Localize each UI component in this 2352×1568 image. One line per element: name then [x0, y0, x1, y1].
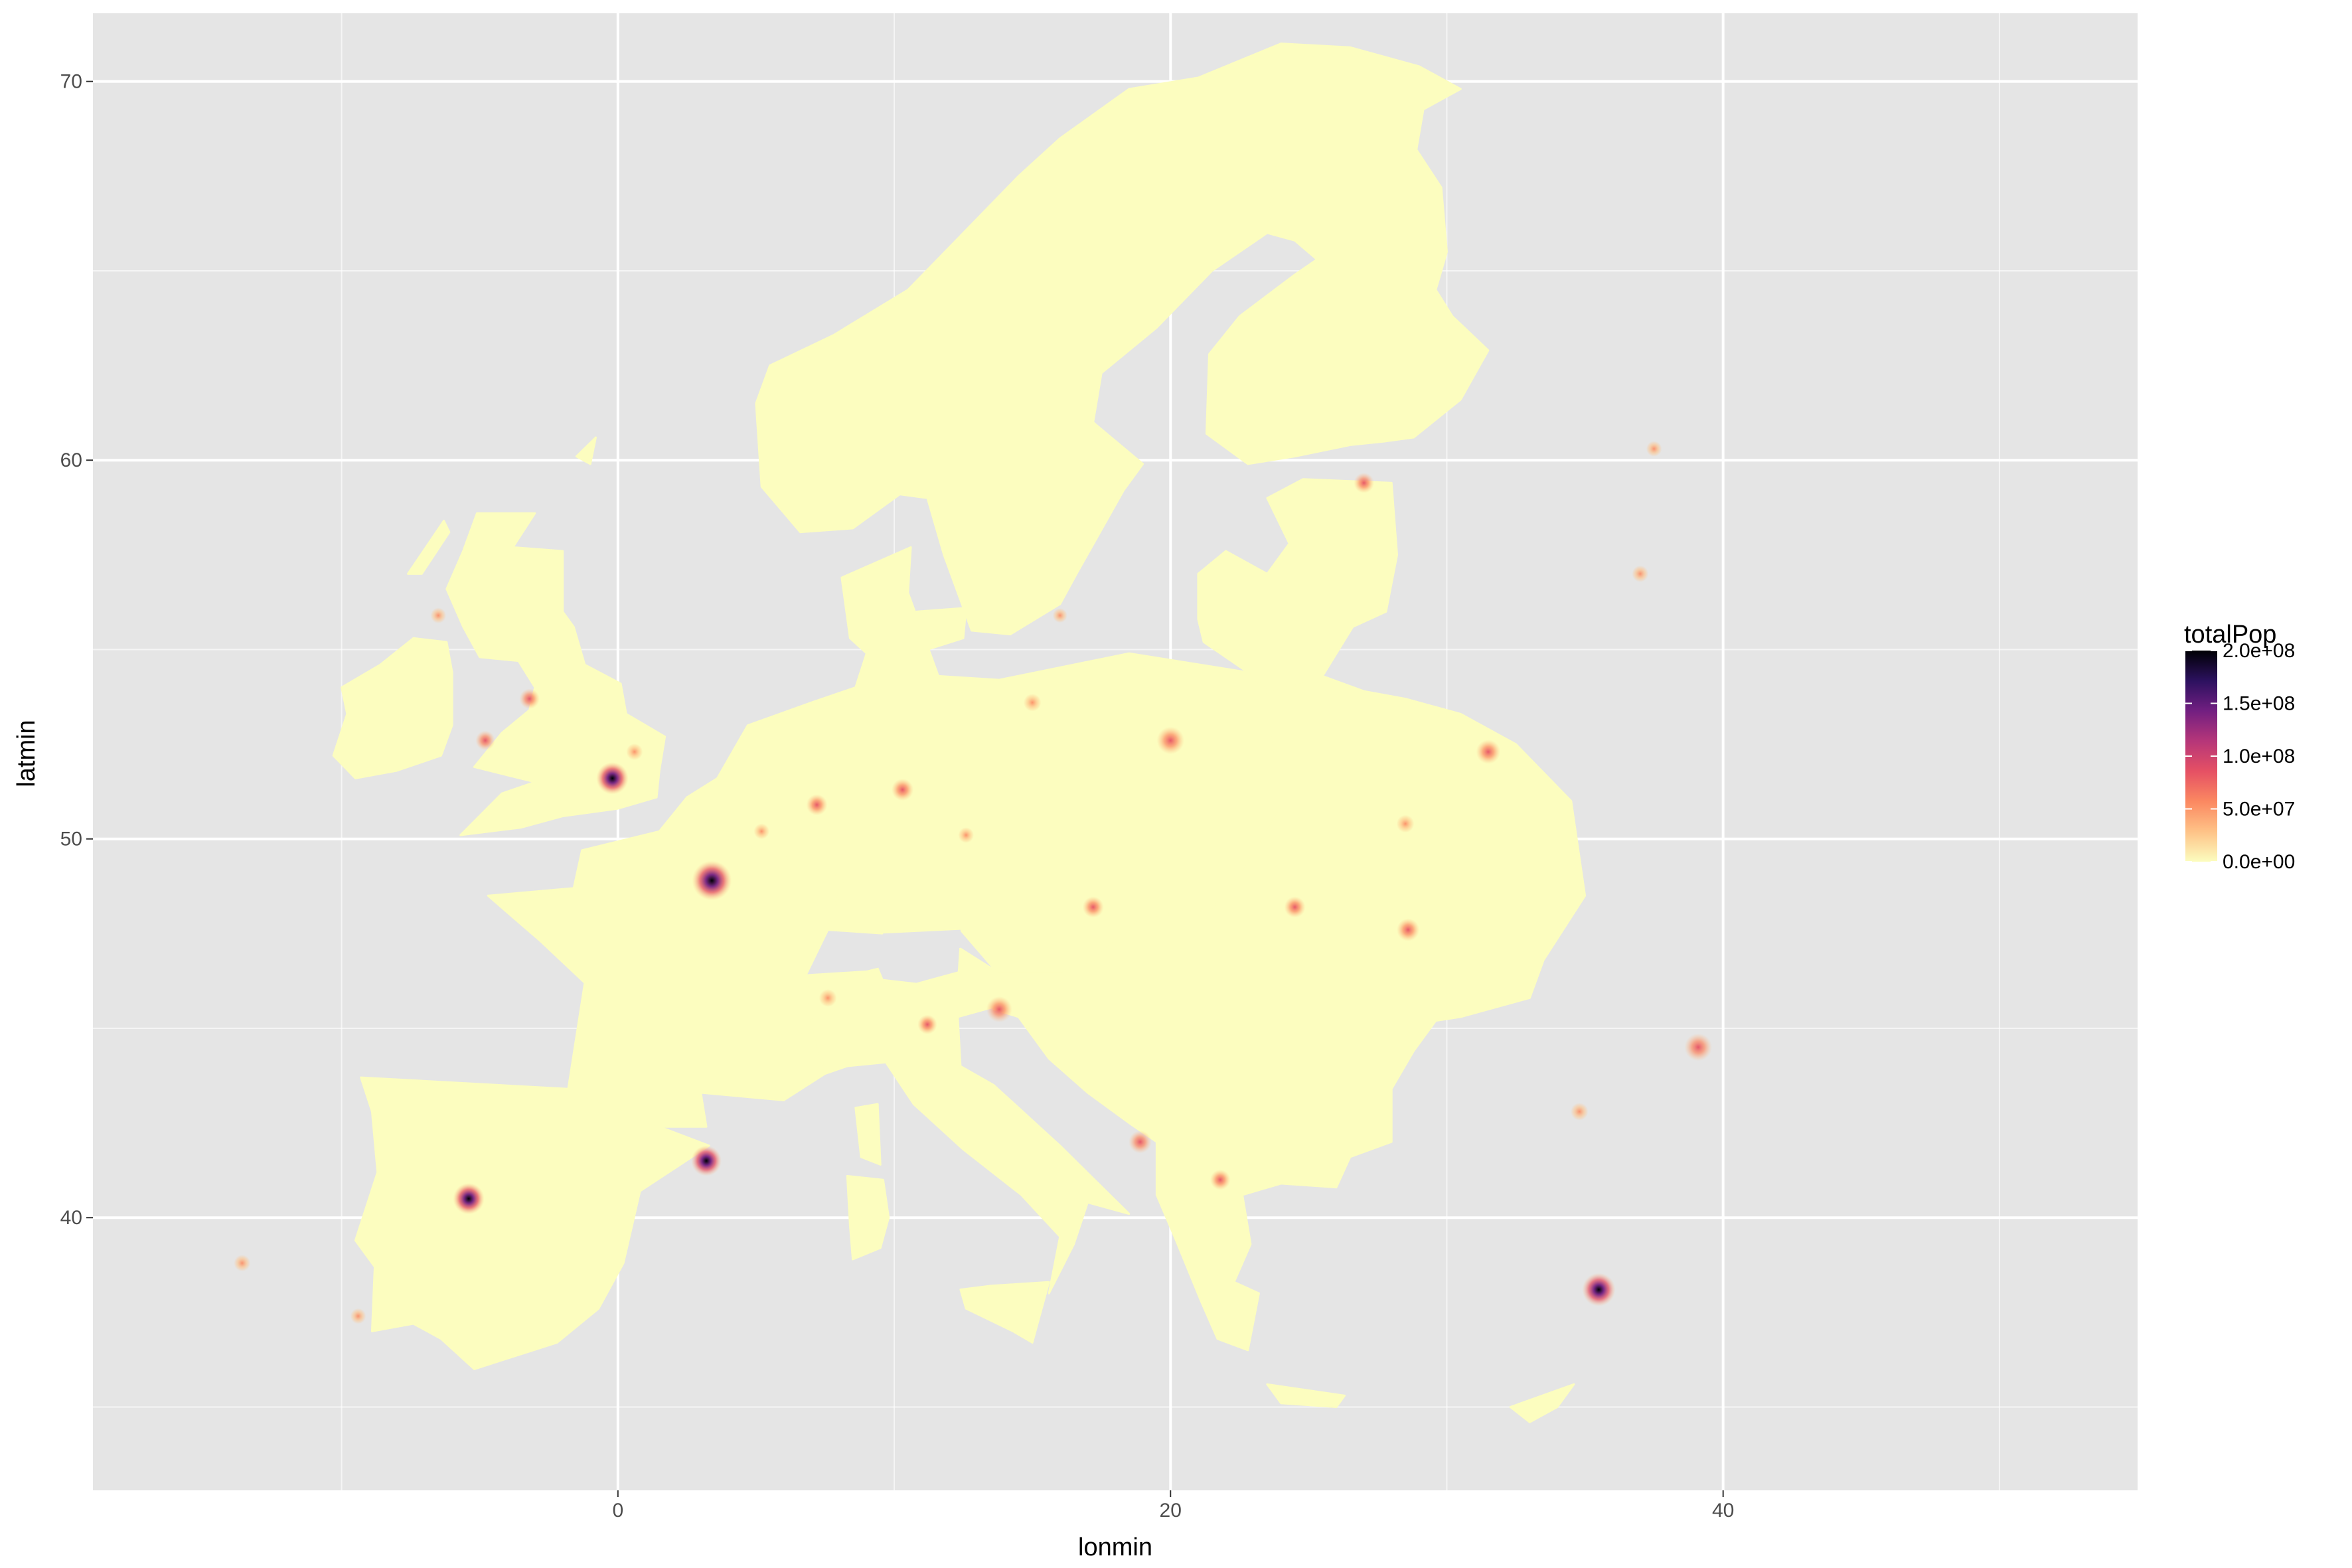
- water-body: [872, 929, 961, 983]
- x-tick-label: 40: [1712, 1500, 1734, 1522]
- population-hotspot: [1082, 896, 1104, 918]
- y-tick-label: 40: [60, 1207, 82, 1229]
- legend-tick-label: 0.0e+00: [2223, 851, 2295, 873]
- land-region: [854, 1103, 882, 1166]
- hotspot-layer: [234, 441, 1713, 1324]
- land-region: [1509, 1383, 1575, 1423]
- legend-tick-label: 1.0e+08: [2223, 745, 2295, 767]
- population-hotspot: [891, 778, 914, 801]
- population-hotspot: [819, 989, 837, 1007]
- land-region: [445, 512, 666, 836]
- population-hotspot: [350, 1308, 366, 1324]
- y-tick-label: 50: [60, 828, 82, 850]
- population-hotspot: [806, 794, 828, 816]
- legend-tick-label: 1.5e+08: [2223, 693, 2295, 715]
- legend-tick-label: 5.0e+07: [2223, 799, 2295, 821]
- population-hotspot: [453, 1183, 485, 1215]
- population-hotspot: [596, 762, 629, 795]
- land-region: [575, 436, 597, 465]
- x-tick-label: 0: [612, 1500, 623, 1522]
- land-region: [354, 1076, 710, 1370]
- population-hotspot: [986, 996, 1012, 1023]
- population-hotspot: [475, 730, 495, 751]
- population-hotspot: [1129, 1130, 1152, 1154]
- y-tick-label: 70: [60, 71, 82, 93]
- land-region: [1197, 478, 1398, 692]
- x-axis-ticks: 0 20 40: [612, 1490, 1734, 1522]
- land-region: [407, 520, 451, 575]
- land-region: [1266, 1383, 1346, 1408]
- population-hotspot: [234, 1255, 251, 1272]
- y-axis-ticks: 40 50 60 70: [60, 71, 93, 1229]
- legend-title: totalPop: [2184, 621, 2276, 649]
- y-axis-title: latmin: [13, 720, 40, 787]
- population-hotspot: [519, 688, 540, 710]
- population-hotspot: [917, 1014, 937, 1035]
- legend-tick-label: 2.0e+08: [2223, 640, 2295, 662]
- population-hotspot: [1354, 473, 1374, 493]
- population-hotspot: [753, 823, 770, 840]
- land-region: [1205, 84, 1490, 465]
- legend: totalPop 0.0e+00 5.0e+07 1.0e+08 1.5e+08 2.0…: [2184, 621, 2295, 873]
- population-hotspot: [1684, 1033, 1713, 1061]
- population-hotspot: [1646, 441, 1662, 457]
- population-hotspot: [1632, 565, 1649, 582]
- population-hotspot: [691, 1145, 722, 1176]
- legend-ticks: 0.0e+00 5.0e+07 1.0e+08 1.5e+08 2.0e+08: [2185, 640, 2295, 873]
- land-layer: [332, 42, 1587, 1423]
- population-hotspot: [692, 860, 732, 901]
- population-hotspot: [1052, 608, 1067, 623]
- population-hotspot: [1023, 694, 1042, 712]
- population-hotspot: [958, 827, 975, 843]
- population-hotspot: [430, 607, 447, 623]
- land-region: [332, 637, 453, 779]
- x-axis-title: lonmin: [1078, 1533, 1152, 1561]
- land-region: [805, 947, 1131, 1294]
- population-hotspot: [1476, 740, 1501, 764]
- population-hotspot: [1396, 815, 1415, 833]
- land-region: [959, 1281, 1050, 1344]
- population-hotspot: [1582, 1273, 1616, 1306]
- y-tick-label: 60: [60, 449, 82, 471]
- population-hotspot: [1570, 1103, 1589, 1121]
- population-hotspot: [1210, 1169, 1231, 1190]
- population-hotspot: [626, 744, 643, 760]
- land-region: [846, 1175, 890, 1261]
- population-hotspot: [1284, 896, 1306, 918]
- population-hotspot: [1156, 726, 1185, 755]
- land-region: [992, 674, 1587, 1352]
- x-tick-label: 20: [1160, 1500, 1182, 1522]
- land-region: [909, 607, 967, 651]
- population-hotspot: [1396, 918, 1420, 941]
